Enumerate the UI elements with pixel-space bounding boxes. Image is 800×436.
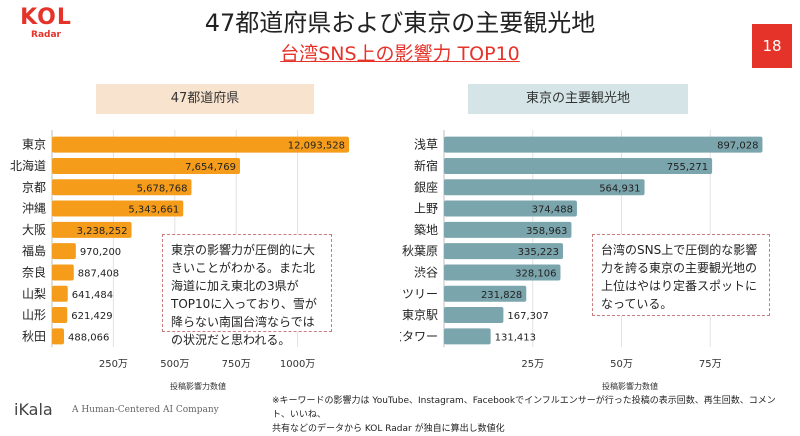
x-axis-title: 投稿影響力数値	[170, 381, 226, 391]
bar	[444, 179, 645, 196]
prefecture-bar-chart: 東京 12,093,528 北海道 7,654,769 京都 5,678,768 沖縄 5,3…	[10, 130, 350, 391]
left-note-box: 東京の影響力が圧倒的に大きいことがわかる。また北海道に加え東北の3県がTOP10…	[162, 234, 332, 347]
bar	[52, 328, 64, 345]
slide-subtitle: 台湾SNS上の影響力 TOP10	[280, 43, 520, 65]
category-label: 上野	[414, 202, 438, 216]
x-tick-label: 1000万	[280, 359, 315, 370]
value-label: 335,223	[518, 247, 559, 258]
value-label: 231,828	[481, 290, 522, 301]
category-label: 山形	[22, 308, 46, 322]
value-label: 970,200	[80, 247, 121, 258]
bar	[52, 179, 192, 196]
category-label: 奈良	[22, 264, 46, 279]
value-label: 641,484	[72, 290, 113, 301]
bar	[52, 221, 132, 238]
x-tick-label: 250万	[99, 359, 128, 370]
value-label: 5,678,768	[137, 183, 188, 194]
bar	[52, 285, 68, 302]
logo-text: KOL	[20, 5, 72, 30]
value-label: 621,429	[71, 311, 112, 322]
category-label: 新宿	[414, 158, 438, 173]
value-label: 564,931	[599, 183, 640, 194]
category-label: 東京	[22, 138, 46, 152]
value-label: 488,066	[68, 332, 109, 343]
bar	[444, 307, 504, 324]
right-note-box: 台湾のSNS上で圧倒的な影響力を誇る東京の主要観光地の上位はやはり定番スポットに…	[592, 234, 770, 316]
bar	[444, 328, 491, 345]
value-label: 887,408	[78, 268, 119, 279]
bar	[52, 157, 241, 174]
value-label: 897,028	[717, 141, 758, 152]
x-tick-label: 75万	[699, 359, 722, 370]
value-label: 374,488	[532, 205, 573, 216]
category-label: 浅草	[414, 138, 438, 152]
x-axis-title: 投稿影響力数値	[602, 381, 658, 391]
bar	[444, 157, 713, 174]
category-label: 沖縄	[22, 201, 46, 216]
value-label: 3,238,252	[77, 226, 128, 237]
bar	[444, 221, 572, 238]
bar	[52, 307, 68, 324]
ikala-tagline: A Human-Centered AI Company	[72, 405, 219, 415]
value-label: 5,343,661	[128, 205, 179, 216]
bar	[52, 200, 184, 217]
value-label: 167,307	[507, 311, 548, 322]
left-panel-header: 47都道府県	[96, 84, 314, 114]
bar	[444, 243, 564, 260]
category-label: スカイツリー	[400, 287, 438, 301]
footnote: ※キーワードの影響力は YouTube、Instagram、Facebookでイ…	[272, 394, 792, 436]
category-label: 山梨	[22, 287, 46, 301]
bar	[444, 136, 763, 153]
footnote-line-2: 共有などのデータから KOL Radar が独自に算出し数値化	[272, 424, 505, 434]
bar	[444, 200, 577, 217]
category-label: 京都	[22, 180, 46, 194]
value-label: 755,271	[667, 162, 708, 173]
category-label: 銀座	[414, 179, 438, 194]
bar	[52, 136, 350, 153]
category-label: 東京駅	[402, 308, 438, 322]
value-label: 131,413	[495, 332, 536, 343]
bar	[444, 264, 561, 281]
slide-title: 47都道府県および東京の主要観光地	[204, 9, 596, 37]
category-label: 北海道	[10, 158, 46, 173]
logo-subtext: Radar	[31, 30, 61, 40]
category-label: 秋葉原	[402, 244, 438, 258]
bar	[52, 243, 76, 260]
kol-radar-logo: KOL Radar	[14, 5, 78, 41]
page-number: 18	[752, 24, 792, 68]
x-tick-label: 750万	[222, 359, 251, 370]
category-label: 築地	[414, 222, 438, 237]
bar	[52, 264, 74, 281]
value-label: 328,106	[515, 268, 556, 279]
category-label: 福島	[22, 243, 46, 258]
right-panel-header: 東京の主要観光地	[468, 84, 688, 114]
tokyo-spots-bar-chart: 浅草 897,028 新宿 755,271 銀座 564,931 上野 374,488 築地 35…	[400, 130, 763, 391]
category-label: 東京タワー	[400, 329, 438, 343]
footnote-line-1: ※キーワードの影響力は YouTube、Instagram、Facebookでイ…	[272, 396, 776, 420]
ikala-logo: iKala	[14, 400, 53, 419]
category-label: 渋谷	[414, 265, 438, 279]
bar	[444, 285, 527, 302]
value-label: 12,093,528	[288, 141, 345, 152]
x-tick-label: 500万	[160, 359, 189, 370]
value-label: 358,963	[526, 226, 567, 237]
x-tick-label: 25万	[521, 359, 544, 370]
category-label: 秋田	[22, 329, 46, 343]
value-label: 7,654,769	[185, 162, 236, 173]
category-label: 大阪	[22, 223, 46, 237]
x-tick-label: 50万	[610, 359, 633, 370]
